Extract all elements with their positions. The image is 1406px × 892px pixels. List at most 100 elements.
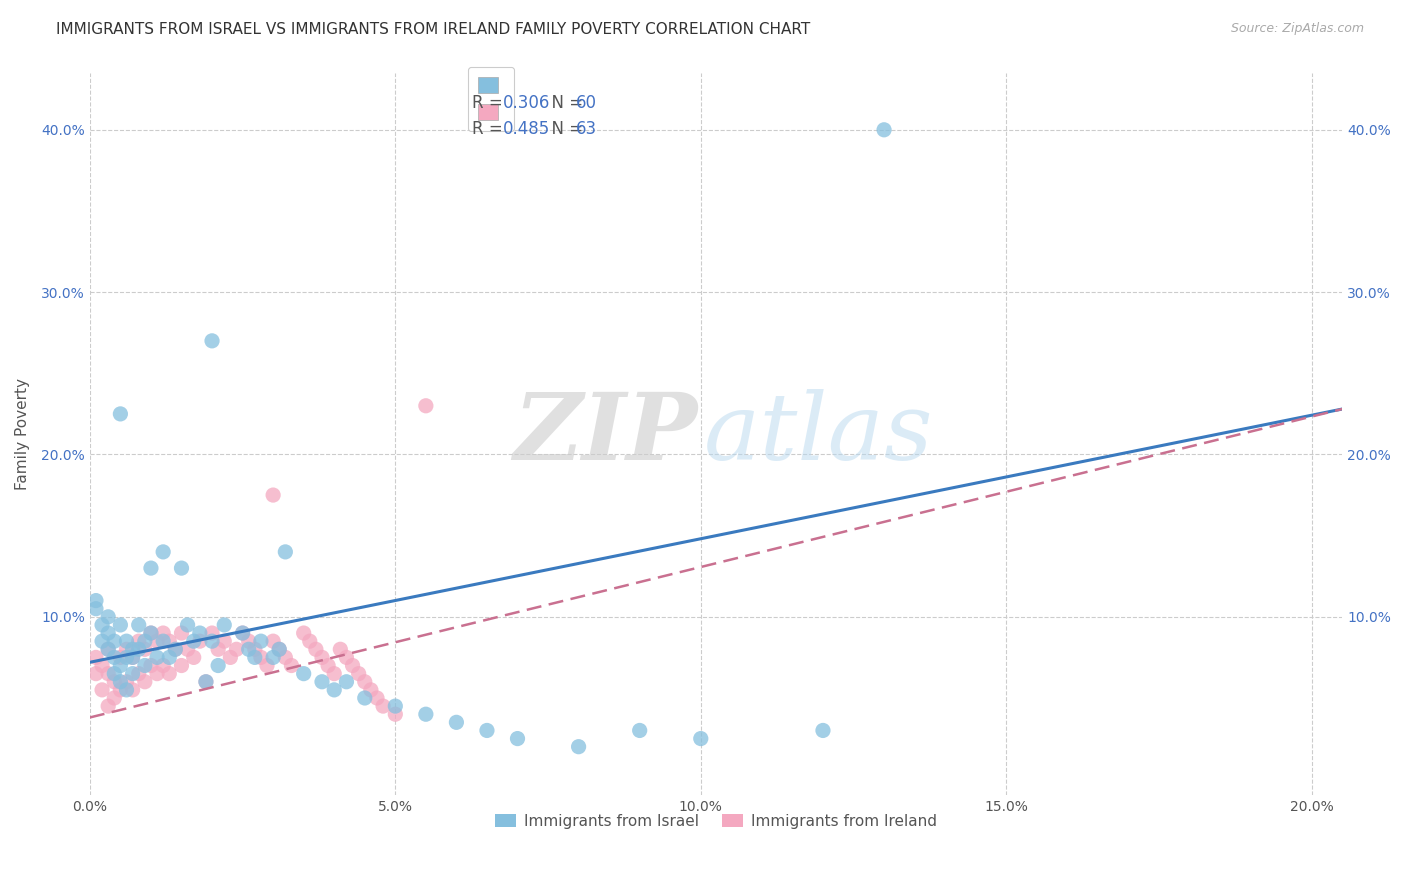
Point <box>157 650 180 665</box>
Point <box>97 666 120 681</box>
Point <box>201 634 224 648</box>
Point <box>152 658 174 673</box>
Point <box>212 634 235 648</box>
Point <box>110 682 132 697</box>
Point <box>110 650 132 665</box>
Point <box>183 650 205 665</box>
Point <box>121 666 143 681</box>
Point <box>323 682 346 697</box>
Text: 0.485: 0.485 <box>503 120 550 138</box>
Point <box>115 682 138 697</box>
Point <box>128 666 150 681</box>
Point <box>811 723 834 738</box>
Point <box>207 658 229 673</box>
Point <box>183 634 205 648</box>
Point <box>475 723 498 738</box>
Text: Source: ZipAtlas.com: Source: ZipAtlas.com <box>1230 22 1364 36</box>
Point <box>628 723 651 738</box>
Text: N =: N = <box>541 95 588 112</box>
Point <box>146 666 169 681</box>
Point <box>121 650 143 665</box>
Point <box>170 561 193 575</box>
Point <box>115 650 138 665</box>
Point <box>115 634 138 648</box>
Point <box>97 642 120 657</box>
Point <box>415 707 437 722</box>
Point <box>323 666 346 681</box>
Point <box>97 699 120 714</box>
Point <box>353 674 375 689</box>
Point <box>91 658 114 673</box>
Point <box>115 642 138 657</box>
Point <box>342 658 364 673</box>
Point <box>157 634 180 648</box>
Text: IMMIGRANTS FROM ISRAEL VS IMMIGRANTS FROM IRELAND FAMILY POVERTY CORRELATION CHA: IMMIGRANTS FROM ISRAEL VS IMMIGRANTS FRO… <box>56 22 810 37</box>
Point <box>384 699 406 714</box>
Point <box>311 650 333 665</box>
Point <box>250 650 273 665</box>
Point <box>139 658 162 673</box>
Point <box>415 399 437 413</box>
Point <box>256 658 278 673</box>
Point <box>176 618 198 632</box>
Point <box>170 626 193 640</box>
Point <box>689 731 711 746</box>
Point <box>128 634 150 648</box>
Point <box>97 626 120 640</box>
Point <box>97 642 120 657</box>
Point <box>103 666 125 681</box>
Y-axis label: Family Poverty: Family Poverty <box>15 378 30 491</box>
Point <box>316 658 339 673</box>
Point <box>146 650 169 665</box>
Point <box>84 666 107 681</box>
Point <box>128 642 150 657</box>
Point <box>176 642 198 657</box>
Point <box>207 642 229 657</box>
Point <box>353 691 375 706</box>
Point <box>371 699 394 714</box>
Point <box>366 691 388 706</box>
Point <box>335 674 357 689</box>
Point <box>152 626 174 640</box>
Point <box>292 626 315 640</box>
Point <box>360 682 382 697</box>
Point <box>262 634 284 648</box>
Point <box>232 626 254 640</box>
Point <box>128 618 150 632</box>
Point <box>262 650 284 665</box>
Point <box>238 642 260 657</box>
Point <box>384 707 406 722</box>
Point <box>219 650 242 665</box>
Point <box>134 674 156 689</box>
Point <box>165 642 187 657</box>
Point <box>225 642 247 657</box>
Point <box>347 666 370 681</box>
Text: N =: N = <box>541 120 588 138</box>
Point <box>152 545 174 559</box>
Point <box>269 642 291 657</box>
Point <box>446 715 468 730</box>
Point <box>134 642 156 657</box>
Point <box>103 650 125 665</box>
Point <box>292 666 315 681</box>
Point <box>506 731 529 746</box>
Point <box>84 601 107 615</box>
Legend: Immigrants from Israel, Immigrants from Ireland: Immigrants from Israel, Immigrants from … <box>489 807 943 835</box>
Text: 0.306: 0.306 <box>503 95 551 112</box>
Point <box>121 682 143 697</box>
Point <box>134 634 156 648</box>
Point <box>298 634 321 648</box>
Point <box>115 674 138 689</box>
Point <box>110 674 132 689</box>
Point <box>152 634 174 648</box>
Text: atlas: atlas <box>703 389 934 479</box>
Point <box>212 618 235 632</box>
Point <box>103 691 125 706</box>
Text: R =: R = <box>472 120 508 138</box>
Point <box>170 658 193 673</box>
Point <box>201 626 224 640</box>
Point <box>243 642 266 657</box>
Point <box>121 642 143 657</box>
Point <box>262 488 284 502</box>
Point <box>91 682 114 697</box>
